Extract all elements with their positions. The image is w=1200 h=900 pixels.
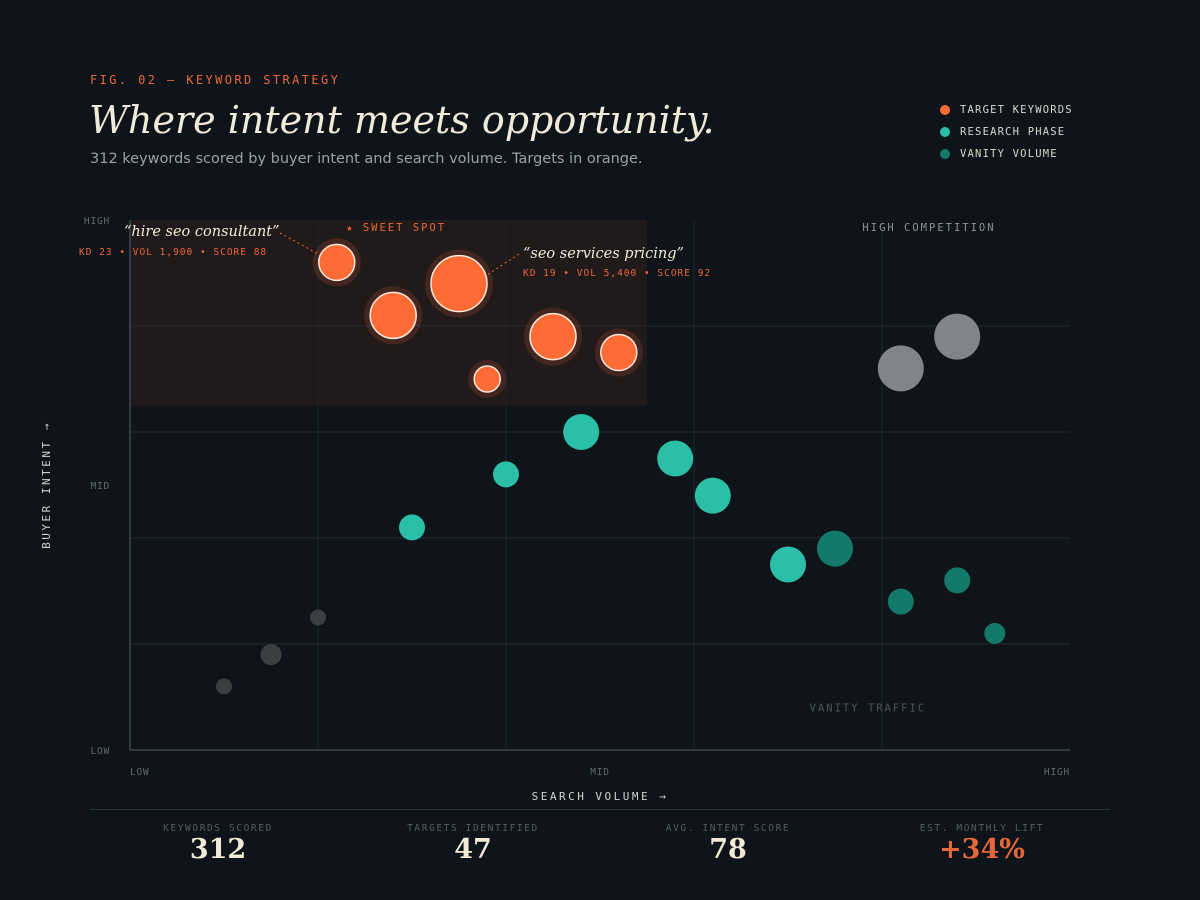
legend-item-target: TARGET KEYWORDS (940, 99, 1073, 121)
keyword-point (260, 644, 282, 666)
keyword-point (887, 588, 914, 615)
stat-label: EST. MONTHLY LIFT (919, 823, 1045, 834)
figure-label: FIG. 02 — KEYWORD STRATEGY (90, 73, 341, 87)
legend-label: VANITY VOLUME (960, 148, 1058, 160)
target-keyword-point (529, 312, 577, 361)
legend-vanity-dot-icon (940, 149, 950, 159)
y-tick-label: LOW (90, 746, 110, 757)
stat-est-monthly-lift: EST. MONTHLY LIFT +34% (852, 823, 1112, 865)
legend-target-dot-icon (940, 105, 950, 115)
stat-value: 47 (454, 834, 492, 865)
y-axis-title: BUYER INTENT → (40, 421, 53, 549)
stat-value: 312 (189, 834, 247, 865)
high-competition-label: HIGH COMPETITION (862, 222, 995, 234)
annotation-keyword: “hire seo consultant” (124, 224, 280, 240)
keyword-point (216, 678, 232, 695)
stat-avg-intent-score: AVG. INTENT SCORE 78 (598, 823, 858, 865)
keyword-point (984, 622, 1006, 644)
x-axis-title: SEARCH VOLUME → (532, 790, 669, 803)
keyword-point (934, 313, 981, 360)
keyword-point (310, 609, 326, 626)
legend: TARGET KEYWORDS RESEARCH PHASE VANITY VO… (940, 99, 1073, 165)
y-tick-label: MID (90, 481, 110, 492)
annotation-connector (482, 253, 520, 279)
keyword-point (770, 546, 806, 583)
keyword-point (877, 345, 924, 392)
page-subtitle: 312 keywords scored by buyer intent and … (90, 151, 643, 167)
sweet-spot-label: ★ SWEET SPOT (346, 222, 446, 234)
stat-label: AVG. INTENT SCORE (665, 823, 791, 834)
keyword-point (493, 461, 519, 488)
legend-item-research: RESEARCH PHASE (940, 121, 1073, 143)
annotation-stats: KD 23 • VOL 1,900 • SCORE 88 (79, 247, 267, 258)
target-keyword-point (473, 365, 501, 393)
x-tick-label: HIGH (1044, 767, 1070, 778)
vanity-traffic-label: VANITY TRAFFIC (810, 703, 927, 715)
keyword-point (657, 440, 694, 477)
legend-item-vanity: VANITY VOLUME (940, 143, 1073, 165)
legend-research-dot-icon (940, 127, 950, 137)
stat-targets-identified: TARGETS IDENTIFIED 47 (343, 823, 603, 865)
x-tick-label: MID (590, 767, 610, 778)
legend-label: TARGET KEYWORDS (960, 104, 1073, 116)
keyword-point (817, 530, 853, 567)
keyword-point (399, 514, 425, 541)
y-tick-label: HIGH (84, 216, 110, 227)
stats-divider (90, 809, 1110, 810)
keyword-point (944, 567, 971, 594)
legend-label: RESEARCH PHASE (960, 126, 1066, 138)
stat-label: KEYWORDS SCORED (163, 823, 273, 834)
target-keyword-point (369, 291, 417, 340)
stat-value: +34% (939, 834, 1025, 865)
keyword-point (563, 414, 600, 450)
target-keyword-point (318, 243, 356, 282)
target-keyword-point (430, 254, 488, 313)
stat-label: TARGETS IDENTIFIED (407, 823, 539, 834)
annotation-keyword: “seo services pricing” (523, 246, 684, 262)
stat-value: 78 (709, 834, 747, 865)
annotation-stats: KD 19 • VOL 5,400 • SCORE 92 (523, 268, 711, 279)
stat-keywords-scored: KEYWORDS SCORED 312 (88, 823, 348, 865)
keyword-point (694, 477, 731, 514)
target-keyword-point (600, 333, 638, 372)
x-tick-label: LOW (130, 767, 150, 778)
page-title: Where intent meets opportunity. (89, 98, 715, 142)
